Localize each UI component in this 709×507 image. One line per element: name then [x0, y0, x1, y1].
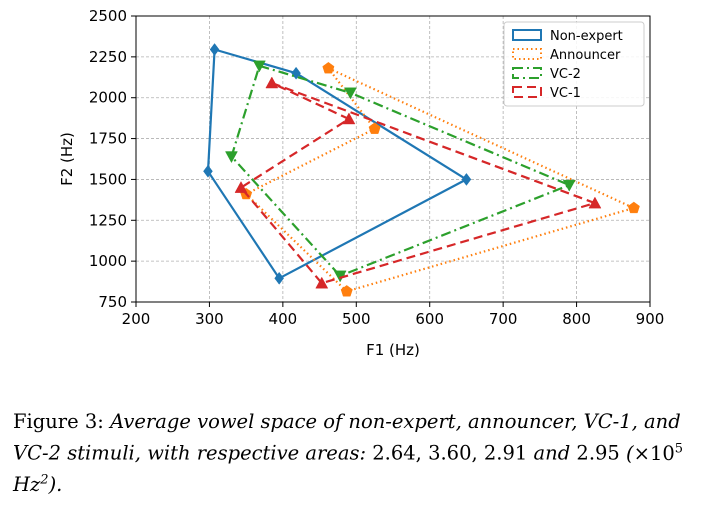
- series-point-announcer-4: [368, 122, 381, 134]
- caption-label: Figure 3:: [13, 410, 104, 433]
- series-line-non-expert: [206, 48, 468, 280]
- series-line-vc-2: [230, 64, 571, 277]
- y-tick-label-7: 2500: [89, 7, 127, 25]
- caption-last-value: 2.95: [576, 441, 620, 465]
- series-vc-2: [225, 60, 576, 283]
- legend-box: [503, 21, 645, 107]
- series-point-announcer-1: [627, 201, 640, 214]
- x-tick-label-3: 500: [342, 310, 371, 328]
- axis-ticks: 200 300 400 500 600 700 800 900 750 1000 1250 1500 1…: [89, 7, 665, 328]
- figure-caption: Figure 3: Average vowel space of non-exp…: [13, 408, 703, 498]
- y-tick-label-3: 1500: [89, 170, 127, 188]
- y-tick-label-6: 2250: [89, 48, 127, 66]
- series-vc-1: [234, 76, 602, 289]
- series-point-vc-2-4: [225, 151, 238, 164]
- legend-swatch-vc-1: [512, 86, 542, 98]
- x-tick-label-2: 400: [269, 310, 298, 328]
- x-tick-label-5: 700: [489, 310, 518, 328]
- series-point-non-expert-0: [209, 43, 220, 56]
- y-tick-label-0: 750: [98, 293, 127, 311]
- legend-label-vc-2: VC-2: [550, 67, 581, 82]
- series-point-non-expert-3: [274, 271, 284, 285]
- caption-text: Average vowel space of non-expert, annou…: [13, 410, 681, 465]
- legend-label-announcer: Announcer: [550, 48, 621, 63]
- vowel-space-chart: 200 300 400 500 600 700 800 900 750 1000 1250 1500 1…: [58, 7, 665, 359]
- y-tick-label-5: 2000: [89, 89, 127, 107]
- series-point-non-expert-2: [461, 173, 472, 186]
- legend-swatch-vc-2: [512, 67, 542, 79]
- series-point-vc-1-3: [234, 181, 248, 193]
- series-point-vc-1-0: [265, 76, 279, 89]
- series-line-vc-1: [239, 81, 597, 285]
- legend-swatch-non-expert: [512, 29, 542, 41]
- y-tick-label-4: 1750: [89, 130, 127, 148]
- x-tick-label-1: 300: [195, 310, 224, 328]
- caption-and: and: [533, 441, 571, 465]
- y-tick-label-1: 1000: [89, 252, 127, 270]
- caption-values: 2.64, 3.60, 2.91: [372, 441, 528, 465]
- series-layer: [203, 43, 640, 297]
- legend-swatch-announcer: [512, 48, 542, 60]
- series-point-vc-1-2: [315, 276, 329, 289]
- series-point-vc-1-1: [588, 196, 602, 209]
- series-point-non-expert-4: [203, 164, 213, 178]
- series-point-vc-2-2: [562, 179, 576, 192]
- y-axis-title: F2 (Hz): [58, 132, 76, 186]
- y-tick-label-2: 1250: [89, 211, 127, 229]
- legend: Non-expert Announcer VC-2 VC-1: [503, 21, 645, 107]
- series-point-announcer-0: [322, 61, 335, 74]
- x-axis-title: F1 (Hz): [366, 341, 420, 359]
- plot-frame: [135, 15, 651, 303]
- legend-label-vc-1: VC-1: [550, 86, 581, 101]
- x-tick-label-0: 200: [122, 310, 151, 328]
- x-tick-label-7: 900: [636, 310, 665, 328]
- caption-unit: (×105 Hz2).: [13, 441, 684, 496]
- series-point-non-expert-1: [291, 66, 301, 80]
- series-point-vc-2-0: [252, 60, 266, 73]
- legend-label-non-expert: Non-expert: [550, 29, 623, 44]
- x-tick-label-4: 600: [415, 310, 444, 328]
- series-point-announcer-2: [340, 285, 353, 297]
- series-point-vc-2-1: [343, 87, 357, 100]
- x-tick-label-6: 800: [562, 310, 591, 328]
- series-non-expert: [203, 43, 472, 285]
- series-point-vc-1-4: [342, 112, 356, 125]
